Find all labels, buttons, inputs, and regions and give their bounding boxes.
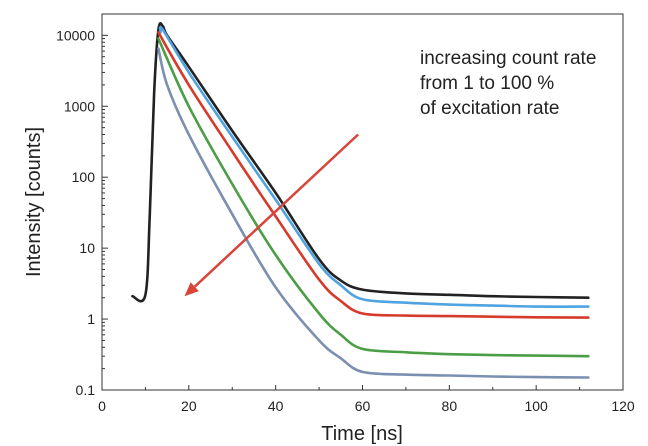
annotation-line-2: from 1 to 100 % bbox=[420, 73, 554, 94]
annotation-arrowhead bbox=[184, 282, 199, 297]
y-tick-label: 1000 bbox=[64, 98, 95, 114]
y-tick-label: 10000 bbox=[56, 27, 95, 43]
annotation-line-3: of excitation rate bbox=[420, 98, 559, 119]
x-tick-label: 60 bbox=[355, 398, 371, 414]
series-line-4 bbox=[157, 37, 590, 358]
annotation-arrow bbox=[193, 133, 360, 288]
y-axis-title: Intensity [counts] bbox=[23, 127, 45, 277]
y-tick-label: 1 bbox=[87, 311, 95, 327]
series-line-5 bbox=[157, 47, 590, 379]
series-line-2 bbox=[158, 25, 590, 308]
series-line-3 bbox=[157, 31, 590, 319]
x-tick-label: 20 bbox=[181, 398, 197, 414]
x-tick-label: 40 bbox=[268, 398, 284, 414]
x-tick-label: 120 bbox=[611, 398, 635, 414]
x-axis-title: Time [ns] bbox=[321, 423, 403, 445]
x-tick-label: 80 bbox=[442, 398, 458, 414]
series-layer bbox=[131, 22, 590, 379]
annotation-line-1: increasing count rate bbox=[420, 48, 596, 69]
series-line-1 bbox=[131, 22, 590, 303]
y-tick-label: 10 bbox=[79, 240, 95, 256]
x-axis: 0 20 40 60 80 100 120 bbox=[98, 385, 635, 414]
y-tick-label: 100 bbox=[72, 169, 96, 185]
annotation: increasing count rate from 1 to 100 % of… bbox=[184, 48, 596, 297]
x-tick-label: 0 bbox=[98, 398, 106, 414]
y-tick-label: 0.1 bbox=[76, 382, 96, 398]
x-tick-label: 100 bbox=[524, 398, 548, 414]
y-axis: 0.1 1 10 100 1000 10000 bbox=[56, 13, 108, 398]
